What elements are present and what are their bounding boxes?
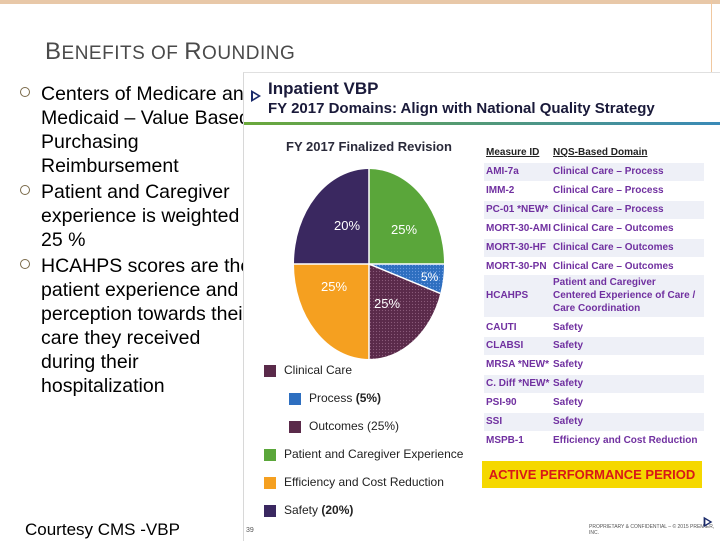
bullet-marker-icon [20,259,30,269]
premier-footer-logo-icon [703,516,713,528]
legend-swatch [289,392,301,405]
bullet-item: Patient and Caregiver experience is weig… [20,180,255,252]
table-row: MRSA *NEW* Safety [486,359,584,370]
legend-efficiency: Efficiency and Cost Reduction [264,475,444,489]
bullet-text: Patient and Caregiver experience is weig… [41,181,252,251]
legend-swatch [264,448,276,461]
table-row: PC-01 *NEW* Clinical Care – Process [484,201,704,219]
vbp-image-panel: Inpatient VBP FY 2017 Domains: Align wit… [243,72,720,541]
bullet-text: HCAHPS scores are the patient experience… [41,255,252,397]
pie-label-navy: 20% [334,218,360,233]
table-header-measure-id: Measure ID [486,147,540,158]
panel-subtitle: FY 2017 Domains: Align with National Qua… [268,100,655,117]
panel-page-number: 39 [246,527,254,534]
table-row: C. Diff *NEW* Safety [484,375,704,393]
legend-clinical-care: Clinical Care [264,363,352,377]
table-header-domain: NQS-Based Domain [553,147,648,158]
legend-safety: Safety (20%) [264,503,353,517]
pie-label-purple: 25% [374,296,400,311]
confidential-notice: PROPRIETARY & CONFIDENTIAL – © 2015 PREM… [589,524,715,536]
pie-label-blue: 5% [421,270,439,284]
finalized-revision-label: FY 2017 Finalized Revision [286,139,452,154]
courtesy-note: Courtesy CMS -VBP [25,520,180,539]
bullet-item: Centers of Medicare and Medicaid – Value… [20,82,255,178]
legend-swatch [264,476,276,489]
table-row: HCAHPS Patient and Caregiver Centered Exp… [484,275,704,317]
legend-swatch [264,364,276,377]
legend-process: Process (5%) [289,391,381,405]
top-accent-line [0,0,720,4]
domain-pie-chart: 25% 5% 25% 25% 20% [294,169,444,359]
active-performance-period-banner: ACTIVE PERFORMANCE PERIOD [482,461,702,488]
legend-outcomes: Outcomes (25%) [289,419,399,433]
pie-label-orange: 25% [321,279,347,294]
table-row: IMM-2 Clinical Care – Process [486,185,664,196]
panel-title: Inpatient VBP [268,79,379,98]
table-row: AMI-7a Clinical Care – Process [484,163,704,181]
pie-slice-safety [294,169,369,264]
table-row: MSPB-1 Efficiency and Cost Reduction [486,435,698,446]
bullet-item: HCAHPS scores are the patient experience… [20,254,255,398]
bullet-text: Centers of Medicare and Medicaid – Value… [41,83,255,177]
pie-slice-efficiency [294,264,369,359]
bullet-marker-icon [20,185,30,195]
table-row: SSI Safety [484,413,704,431]
table-row: MORT-30-PN Clinical Care – Outcomes [486,261,674,272]
table-row: MORT-30-AMI Clinical Care – Outcomes [486,223,674,234]
table-row: CLABSI Safety [484,337,704,355]
legend-swatch [264,504,276,517]
table-row: MORT-30-HF Clinical Care – Outcomes [484,239,704,257]
premier-logo-icon [251,90,261,102]
pie-label-green: 25% [391,222,417,237]
legend-patient-experience: Patient and Caregiver Experience [264,447,463,461]
pie-slice-outcomes [369,264,441,359]
title-divider [244,122,720,125]
slide-title: BENEFITS OF ROUNDING [45,38,296,65]
table-row: CAUTI Safety [486,322,584,333]
pie-slice-patient-experience [369,169,444,264]
bullet-marker-icon [20,87,30,97]
table-row: PSI-90 Safety [486,397,584,408]
legend-swatch [289,420,301,433]
bullet-list: Centers of Medicare and Medicaid – Value… [20,82,255,400]
